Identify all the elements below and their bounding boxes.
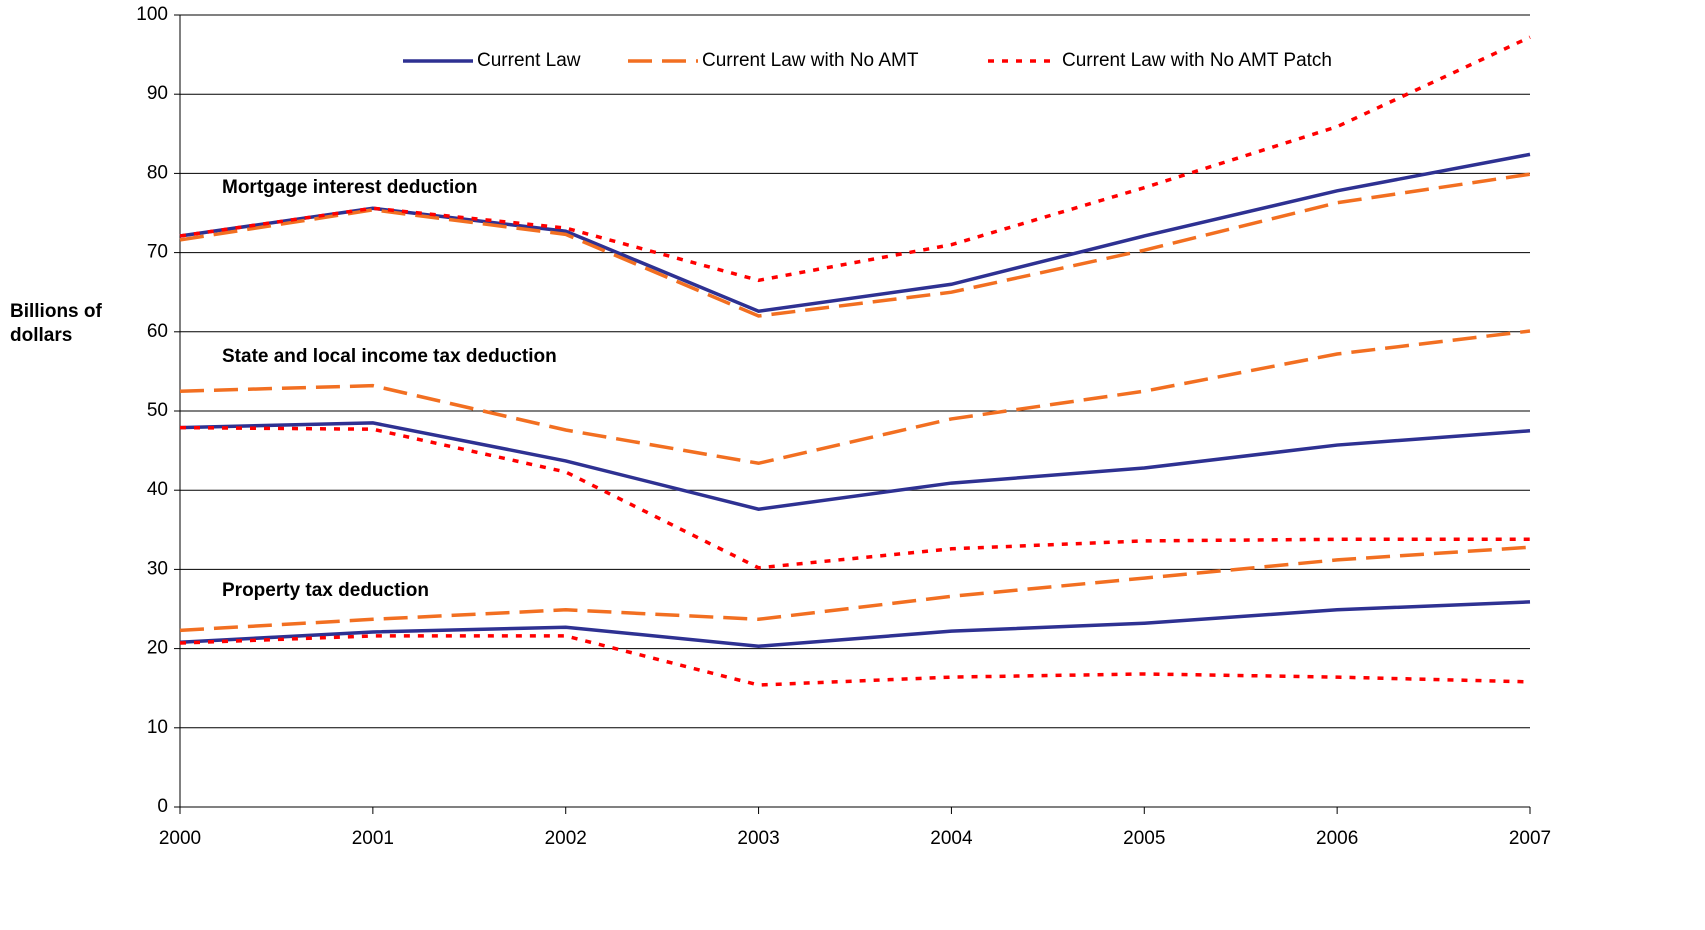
series-line	[179, 172, 1531, 318]
legend-label: Current Law with No AMT	[702, 50, 919, 71]
y-tick-label: 100	[136, 4, 168, 25]
y-tick-label: 50	[147, 400, 168, 421]
y-tick-label: 90	[147, 83, 168, 104]
x-tick-label: 2004	[930, 828, 973, 849]
series-line	[179, 634, 1531, 687]
x-tick-label: 2005	[1123, 828, 1165, 849]
group-label: Property tax deduction	[222, 580, 429, 601]
series-line	[179, 329, 1531, 466]
x-tick-label: 2006	[1316, 828, 1358, 849]
y-tick-label: 40	[147, 479, 168, 500]
series-line	[179, 421, 1531, 511]
legend-label: Current Law with No AMT Patch	[1062, 50, 1332, 71]
group-label: Mortgage interest deduction	[222, 177, 477, 198]
x-tick-label: 2002	[545, 828, 587, 849]
y-tick-label: 0	[157, 796, 168, 817]
y-tick-label: 80	[147, 162, 168, 183]
series-line	[179, 545, 1531, 633]
y-tick-label: 30	[147, 558, 168, 579]
series-line	[179, 600, 1531, 648]
y-tick-label: 60	[147, 321, 168, 342]
x-tick-label: 2001	[352, 828, 394, 849]
x-tick-label: 2000	[159, 828, 201, 849]
y-tick-label: 20	[147, 638, 168, 659]
legend-label: Current Law	[477, 50, 581, 71]
x-tick-label: 2003	[737, 828, 779, 849]
series-line	[179, 425, 1530, 570]
y-tick-label: 70	[147, 242, 168, 263]
x-tick-label: 2007	[1509, 828, 1551, 849]
y-tick-label: 10	[147, 717, 168, 738]
y-axis-label: Billions of dollars	[10, 301, 102, 346]
series-line	[179, 35, 1531, 283]
group-label: State and local income tax deduction	[222, 346, 557, 367]
